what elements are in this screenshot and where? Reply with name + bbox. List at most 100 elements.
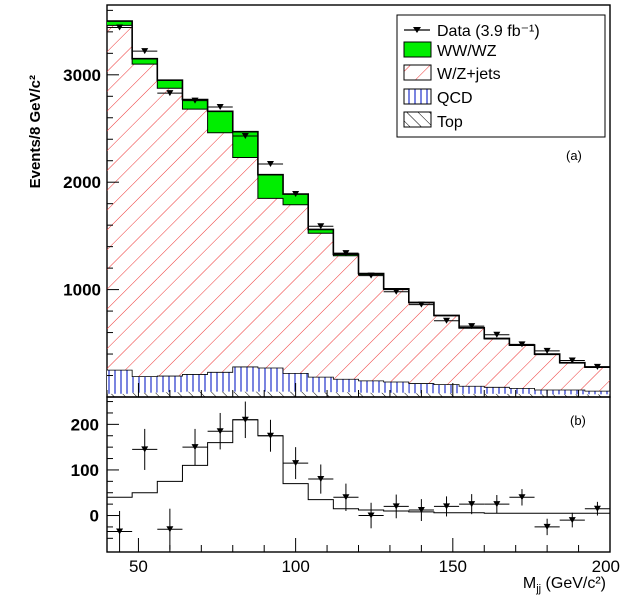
- bar-wzjets: [383, 289, 409, 382]
- residual-point: [182, 428, 208, 466]
- residual-point: [534, 518, 560, 536]
- data-point: [333, 250, 359, 257]
- data-point: [107, 24, 133, 31]
- bar-wzjets: [459, 328, 485, 387]
- bar-qcd: [257, 368, 284, 392]
- bar-qcd: [132, 376, 158, 393]
- bar-top: [182, 391, 208, 397]
- residual-point: [283, 447, 309, 480]
- residual-point: [509, 489, 535, 506]
- data-point: [308, 223, 334, 230]
- legend-box: [396, 14, 606, 138]
- y-tick-label: 0: [90, 507, 99, 526]
- y-tick-label: 200: [71, 415, 99, 434]
- bar-top: [459, 393, 485, 397]
- data-point: [459, 323, 485, 330]
- y-tick-label: 2000: [63, 173, 101, 192]
- bar-top: [132, 392, 158, 397]
- bar-qcd: [232, 366, 258, 392]
- bar-top: [257, 391, 284, 397]
- bar-top: [107, 393, 133, 397]
- legend-label-data: Data (3.9 fb⁻¹): [437, 23, 540, 40]
- legend-label-wzjets: W/Z+jets: [437, 66, 501, 83]
- bar-wwwz: [182, 99, 208, 110]
- bar-top: [433, 393, 460, 397]
- bar-wzjets: [257, 198, 284, 369]
- data-point: [584, 363, 610, 370]
- bar-wwwz: [107, 21, 133, 26]
- bar-wwwz: [308, 229, 334, 234]
- legend-label-wwwz: WW/WZ: [437, 43, 497, 60]
- bar-top: [383, 392, 409, 397]
- bar-qcd: [182, 374, 208, 392]
- bar-qcd: [308, 377, 334, 393]
- legend-entry-wzjets: W/Z+jets: [403, 64, 501, 83]
- bar-wzjets: [333, 255, 359, 380]
- bar-wzjets: [132, 64, 158, 377]
- legend-entry-data: Data (3.9 fb⁻¹): [404, 23, 540, 40]
- bar-wwwz: [257, 174, 284, 199]
- residual-point: [584, 501, 610, 516]
- legend-label-qcd: QCD: [437, 90, 473, 107]
- y-axis-a: 1000 2000 3000: [63, 9, 611, 398]
- bar-wzjets: [232, 157, 258, 367]
- legend-label-top: Top: [437, 114, 463, 131]
- panel-b: 0 100 200 50 100 150 200 (b) Mjj (GeV/c²): [71, 396, 620, 595]
- bar-wzjets: [207, 132, 233, 373]
- residual-point: [484, 495, 510, 514]
- x-tick-label: 100: [281, 557, 309, 576]
- bar-qcd: [157, 376, 183, 393]
- data-point: [358, 272, 384, 279]
- bar-top: [232, 391, 258, 397]
- bar-qcd: [408, 383, 434, 394]
- bar-top: [559, 394, 585, 397]
- x-axis-title: Mjj (GeV/c²): [523, 575, 606, 595]
- data-point: [182, 97, 208, 104]
- data-point: [232, 133, 258, 140]
- bar-wzjets: [358, 274, 384, 381]
- bar-qcd: [283, 373, 309, 392]
- panel-a: 1000 2000 3000 Events/8 GeV/c² (a) Data (3…: [27, 4, 611, 398]
- bar-qcd: [559, 390, 585, 395]
- diboson-step: [107, 419, 610, 514]
- data-point: [534, 347, 560, 354]
- bar-top: [509, 393, 535, 397]
- residual-point: [383, 494, 409, 519]
- bar-wzjets: [107, 25, 133, 371]
- residual-point: [157, 508, 183, 550]
- bar-qcd: [459, 386, 485, 394]
- bar-wzjets: [559, 363, 585, 391]
- data-point: [383, 288, 409, 295]
- bar-top: [584, 394, 610, 397]
- bar-top: [484, 393, 510, 397]
- y-tick-label: 1000: [63, 281, 101, 300]
- data-point: [257, 160, 284, 167]
- diboson-expectation-line: [107, 419, 610, 514]
- bar-wzjets: [484, 339, 510, 388]
- y-tick-label: 100: [71, 461, 99, 480]
- residual-point: [459, 494, 485, 515]
- residual-point: [308, 464, 334, 494]
- residual-point: [132, 428, 158, 470]
- legend: Data (3.9 fb⁻¹) WW/WZ W/Z+jets QCD Top: [396, 14, 606, 138]
- bar-top: [333, 392, 359, 397]
- residual-point: [559, 512, 585, 528]
- bar-wwwz: [283, 194, 309, 205]
- legend-entry-qcd: QCD: [403, 88, 473, 107]
- data-point: [433, 317, 460, 324]
- bar-wzjets: [308, 233, 334, 378]
- legend-entry-top: Top: [403, 111, 463, 131]
- bar-qcd: [584, 391, 610, 395]
- bar-wzjets: [584, 367, 610, 392]
- data-point: [283, 191, 309, 198]
- data-point: [408, 301, 434, 308]
- bar-top: [207, 391, 233, 397]
- bar-qcd: [383, 381, 409, 393]
- panel-b-label: (b): [570, 413, 586, 428]
- y-axis-title: Events/8 GeV/c²: [27, 75, 44, 188]
- legend-entry-wwwz: WW/WZ: [403, 41, 497, 60]
- y-axis-b: 0 100 200: [71, 401, 119, 539]
- data-point: [484, 331, 510, 338]
- x-tick-label: 50: [129, 557, 148, 576]
- residual-point: [232, 401, 258, 439]
